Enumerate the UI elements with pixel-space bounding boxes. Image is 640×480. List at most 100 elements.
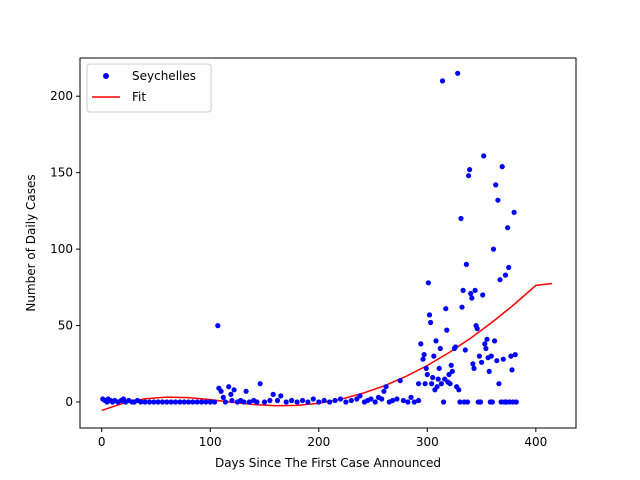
data-point: [486, 368, 492, 374]
data-point: [497, 277, 503, 283]
data-point: [499, 164, 505, 170]
data-point: [460, 287, 466, 293]
data-point: [270, 391, 276, 397]
data-point: [448, 362, 454, 368]
data-point: [457, 399, 463, 405]
data-point: [408, 394, 414, 400]
data-point: [400, 397, 406, 404]
data-point: [231, 387, 237, 393]
data-point: [226, 384, 232, 390]
data-point: [480, 292, 486, 298]
data-point: [207, 399, 213, 405]
data-point: [474, 326, 480, 332]
data-point: [476, 353, 482, 359]
data-point: [337, 396, 344, 402]
data-point: [436, 365, 442, 371]
data-point: [452, 344, 459, 350]
data-point: [357, 393, 363, 399]
data-point: [443, 306, 449, 312]
x-tick-label: 200: [307, 435, 330, 449]
data-point: [513, 399, 519, 405]
x-tick-label: 300: [416, 435, 439, 449]
data-point: [472, 287, 478, 293]
data-point: [229, 397, 235, 404]
data-point: [494, 358, 500, 364]
y-tick-label: 200: [50, 89, 73, 103]
data-point: [283, 399, 289, 405]
data-point: [172, 399, 179, 405]
data-point: [243, 388, 249, 394]
data-point: [500, 356, 506, 362]
data-point: [405, 399, 411, 405]
legend: Seychelles Fit: [86, 63, 212, 113]
data-point: [383, 384, 389, 390]
data-point: [437, 345, 443, 352]
data-point: [423, 365, 429, 371]
data-point: [441, 399, 447, 405]
data-point: [438, 381, 444, 387]
data-point: [493, 182, 499, 188]
y-tick-label: 0: [65, 395, 73, 409]
data-point: [481, 153, 487, 159]
data-point: [220, 394, 226, 400]
data-point: [420, 356, 426, 362]
data-point: [512, 352, 518, 358]
data-point: [416, 381, 422, 387]
data-point: [348, 397, 354, 404]
data-point: [426, 312, 433, 318]
data-point: [222, 399, 228, 405]
data-point: [212, 399, 218, 405]
data-point: [299, 397, 306, 404]
x-tick-label: 0: [98, 435, 106, 449]
data-point: [502, 272, 509, 278]
data-point: [421, 352, 427, 358]
data-point: [199, 399, 205, 405]
x-tick-label: 100: [199, 435, 222, 449]
data-point: [425, 280, 431, 286]
data-point: [439, 78, 446, 84]
data-point: [368, 396, 374, 402]
scatter-points-layer: [100, 70, 519, 405]
data-point: [343, 399, 349, 405]
data-point: [218, 388, 224, 394]
data-point: [142, 399, 148, 405]
data-point: [289, 397, 295, 404]
legend-box: [86, 63, 212, 113]
data-point: [294, 399, 300, 405]
data-point: [496, 381, 502, 387]
data-point: [484, 336, 490, 342]
data-point: [394, 396, 400, 402]
x-axis-ticks: 0 100 200 300 400: [98, 428, 547, 449]
plot-area: [80, 58, 576, 428]
data-point: [508, 353, 514, 359]
data-point: [509, 367, 515, 373]
data-point: [321, 397, 327, 404]
data-point: [505, 225, 511, 231]
data-point: [489, 399, 495, 405]
data-point: [418, 341, 424, 347]
data-point: [261, 399, 268, 405]
data-point: [492, 338, 498, 344]
data-point: [215, 323, 221, 329]
data-point: [462, 347, 468, 353]
data-point: [177, 399, 183, 405]
data-point: [379, 396, 385, 402]
data-point: [185, 399, 192, 405]
data-point: [433, 338, 439, 344]
data-point: [267, 397, 273, 404]
data-point: [257, 381, 263, 387]
data-point: [194, 399, 200, 405]
data-point: [354, 396, 360, 402]
data-point: [246, 399, 252, 405]
legend-marker-points: [103, 73, 109, 79]
data-point: [506, 264, 512, 271]
data-point: [164, 399, 170, 405]
data-point: [390, 397, 396, 404]
data-point: [446, 371, 452, 378]
y-tick-label: 50: [58, 319, 73, 333]
data-point: [310, 396, 316, 402]
data-point: [444, 327, 450, 333]
data-point: [381, 388, 387, 394]
x-tick-label: 400: [524, 435, 547, 449]
